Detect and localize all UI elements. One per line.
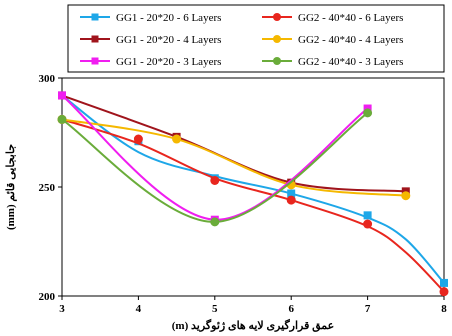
legend-item: GG1 - 20*20 - 3 Layers [80, 56, 221, 68]
data-point [440, 278, 448, 287]
data-point [363, 219, 373, 229]
plot-frame [61, 77, 445, 297]
x-tick-label: 4 [136, 303, 142, 315]
legend-items: GG1 - 20*20 - 6 Layers GG2 - 40*40 - 6 La… [80, 12, 403, 68]
series-line [61, 118, 406, 197]
x-axis-ticks: 3 4 5 6 7 8 [59, 296, 447, 315]
plot-area: 3 4 5 6 7 8 200 250 300 [39, 73, 449, 315]
y-tick-label: 300 [39, 73, 56, 85]
legend-label: GG1 - 20*20 - 6 Layers [116, 12, 221, 24]
legend-marker [91, 13, 99, 21]
legend-label: GG2 - 40*40 - 4 Layers [298, 34, 403, 46]
legend: GG1 - 20*20 - 6 Layers GG2 - 40*40 - 6 La… [67, 4, 445, 73]
legend-marker [273, 57, 281, 65]
legend-label: GG1 - 20*20 - 3 Layers [116, 56, 221, 68]
data-point [286, 195, 296, 205]
data-point [210, 217, 220, 227]
data-point [133, 134, 143, 144]
data-point [287, 189, 296, 198]
legend-item: GG2 - 40*40 - 6 Layers [262, 12, 403, 24]
legend-marker [273, 13, 281, 21]
y-axis-ticks: 200 250 300 [39, 73, 62, 303]
series-layer [57, 91, 449, 297]
legend-item: GG2 - 40*40 - 4 Layers [262, 34, 403, 46]
data-point [363, 211, 372, 220]
legend-box [67, 4, 445, 73]
data-point [58, 91, 66, 100]
series-4 [57, 114, 411, 201]
data-point [401, 191, 411, 201]
legend-item: GG1 - 20*20 - 4 Layers [80, 34, 221, 46]
legend-label: GG2 - 40*40 - 6 Layers [298, 12, 403, 24]
legend-label: GG2 - 40*40 - 3 Layers [298, 56, 403, 68]
series-2 [57, 114, 449, 297]
legend-marker [273, 35, 281, 43]
series-line [61, 112, 369, 223]
legend-marker [91, 35, 99, 43]
legend-marker [91, 57, 99, 65]
data-point [172, 134, 182, 144]
series-line [61, 94, 445, 284]
data-point [363, 108, 373, 118]
series-line [61, 94, 369, 221]
y-tick-label: 200 [39, 291, 56, 303]
legend-item: GG2 - 40*40 - 3 Layers [262, 56, 403, 68]
legend-label: GG1 - 20*20 - 4 Layers [116, 34, 221, 46]
y-tick-label: 250 [39, 182, 56, 194]
data-point [439, 287, 449, 297]
y-axis-label: جابجایی قائم (mm) [5, 144, 17, 230]
series-6 [57, 108, 373, 227]
x-tick-label: 3 [59, 303, 65, 315]
series-line [61, 94, 406, 193]
x-axis-label: عمق قرارگیری لایه های ژئوگرید (m) [172, 318, 334, 332]
series-line [61, 118, 445, 293]
x-tick-label: 5 [212, 303, 218, 315]
data-point [210, 175, 220, 185]
x-tick-label: 8 [441, 303, 447, 315]
x-tick-label: 6 [288, 303, 294, 315]
x-tick-label: 7 [365, 303, 371, 315]
data-point [57, 114, 67, 124]
legend-item: GG1 - 20*20 - 6 Layers [80, 12, 221, 24]
